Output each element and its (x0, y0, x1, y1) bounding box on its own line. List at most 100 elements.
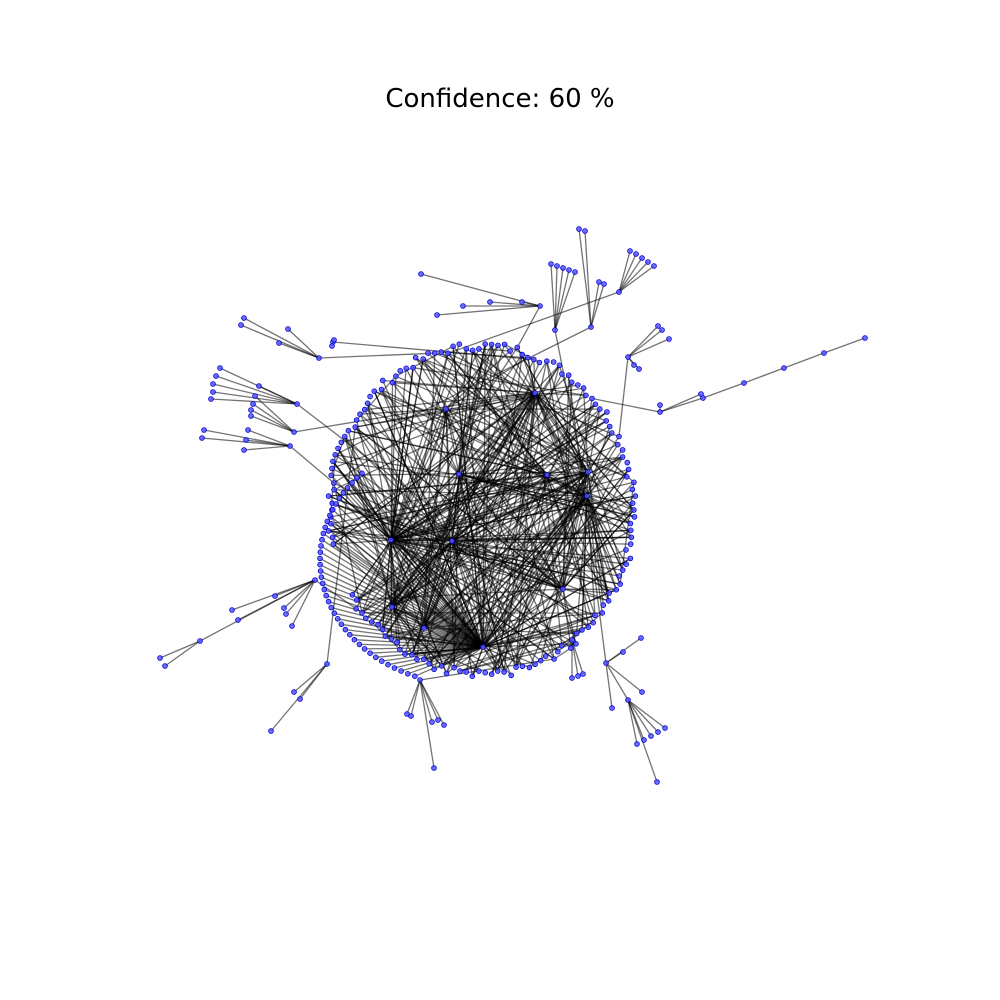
graph-node (596, 406, 603, 412)
graph-edge (243, 317, 320, 359)
node-layer (157, 226, 868, 785)
graph-edge (627, 699, 666, 729)
graph-edge (546, 474, 594, 623)
graph-edge (568, 375, 607, 664)
graph-edge (407, 646, 484, 675)
graph-node (606, 423, 613, 430)
graph-node (353, 605, 359, 612)
graph-edge (458, 473, 589, 628)
graph-edge (702, 382, 745, 399)
graph-edge (323, 532, 484, 648)
graph-edge (395, 375, 628, 478)
graph-edge (458, 348, 467, 475)
graph-node (345, 427, 352, 434)
graph-node (514, 344, 521, 351)
graph-edge (436, 305, 541, 316)
graph-node (421, 625, 427, 631)
graph-node (532, 661, 538, 668)
graph-node (542, 653, 549, 659)
graph-node (285, 326, 291, 332)
graph-edge (618, 250, 631, 293)
graph-edge (391, 471, 589, 608)
graph-node (698, 391, 704, 397)
graph-edge (324, 526, 484, 648)
graph-node (450, 343, 456, 350)
graph-node (569, 675, 575, 681)
graph-edge (199, 579, 316, 642)
graph-node (388, 537, 394, 543)
graph-node (378, 386, 385, 393)
graph-edge (325, 594, 484, 648)
graph-node (411, 673, 418, 679)
graph-edge (618, 265, 655, 293)
graph-node (445, 350, 451, 357)
graph-edge (289, 445, 335, 484)
graph-node (361, 646, 368, 652)
graph-edge (627, 338, 670, 358)
graph-edge (562, 588, 577, 644)
graph-edge (394, 646, 484, 669)
graph-node (482, 341, 489, 347)
graph-edge (419, 679, 433, 723)
graph-node (402, 651, 408, 657)
graph-edge (627, 699, 659, 733)
graph-node (438, 663, 445, 669)
graph-edge (423, 495, 588, 629)
graph-edge (591, 397, 661, 413)
graph-node (357, 411, 363, 418)
graph-edge (458, 473, 610, 594)
graph-edge (605, 662, 643, 693)
graph-node (625, 466, 632, 473)
graph-edge (361, 472, 484, 648)
graph-node (349, 591, 356, 598)
graph-edge (159, 640, 201, 659)
graph-edge (575, 495, 588, 634)
figure-title: Confidence: 60 % (385, 84, 615, 114)
graph-node (657, 409, 663, 415)
graph-node (632, 493, 639, 499)
graph-node (342, 626, 349, 633)
graph-edge (356, 432, 613, 601)
graph-edge (445, 408, 460, 475)
graph-edge (605, 662, 629, 701)
graph-edge (355, 387, 584, 428)
graph-edge (478, 348, 511, 352)
graph-node (627, 527, 634, 534)
graph-node (463, 345, 470, 352)
graph-node (340, 490, 347, 496)
graph-node (250, 401, 256, 407)
graph-node (457, 668, 463, 674)
graph-node (456, 341, 463, 348)
graph-edge (423, 373, 563, 629)
graph-node (648, 733, 654, 739)
graph-node (393, 373, 399, 380)
graph-node (537, 303, 543, 309)
graph-edge (334, 326, 592, 456)
graph-node (213, 373, 219, 379)
graph-node (573, 640, 579, 647)
graph-node (741, 380, 747, 386)
graph-node (548, 261, 554, 267)
graph-edge (423, 354, 523, 629)
graph-node (624, 459, 631, 466)
graph-edge (390, 358, 424, 541)
graph-node (631, 362, 637, 368)
graph-edge (345, 628, 484, 648)
graph-edge (374, 390, 548, 476)
graph-node (420, 356, 427, 362)
graph-edge (619, 482, 635, 585)
graph-edge (370, 646, 484, 654)
graph-node (574, 382, 581, 388)
graph-edge (582, 388, 589, 473)
graph-edge (387, 646, 484, 666)
graph-node (554, 648, 561, 655)
graph-node (488, 671, 495, 677)
graph-edge (381, 646, 484, 662)
graph-node (272, 593, 278, 599)
graph-node (431, 765, 437, 771)
graph-node (349, 479, 355, 486)
graph-node (241, 315, 247, 321)
graph-node (367, 393, 373, 400)
graph-edge (319, 551, 484, 648)
graph-node (328, 472, 335, 479)
